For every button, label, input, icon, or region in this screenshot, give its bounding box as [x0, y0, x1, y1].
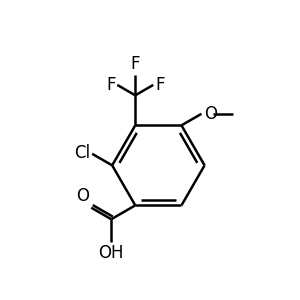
- Text: OH: OH: [98, 244, 124, 262]
- Text: Cl: Cl: [74, 144, 90, 162]
- Text: F: F: [130, 56, 140, 74]
- Text: O: O: [76, 188, 89, 206]
- Text: F: F: [106, 76, 116, 94]
- Text: O: O: [204, 105, 217, 123]
- Text: F: F: [155, 76, 165, 94]
